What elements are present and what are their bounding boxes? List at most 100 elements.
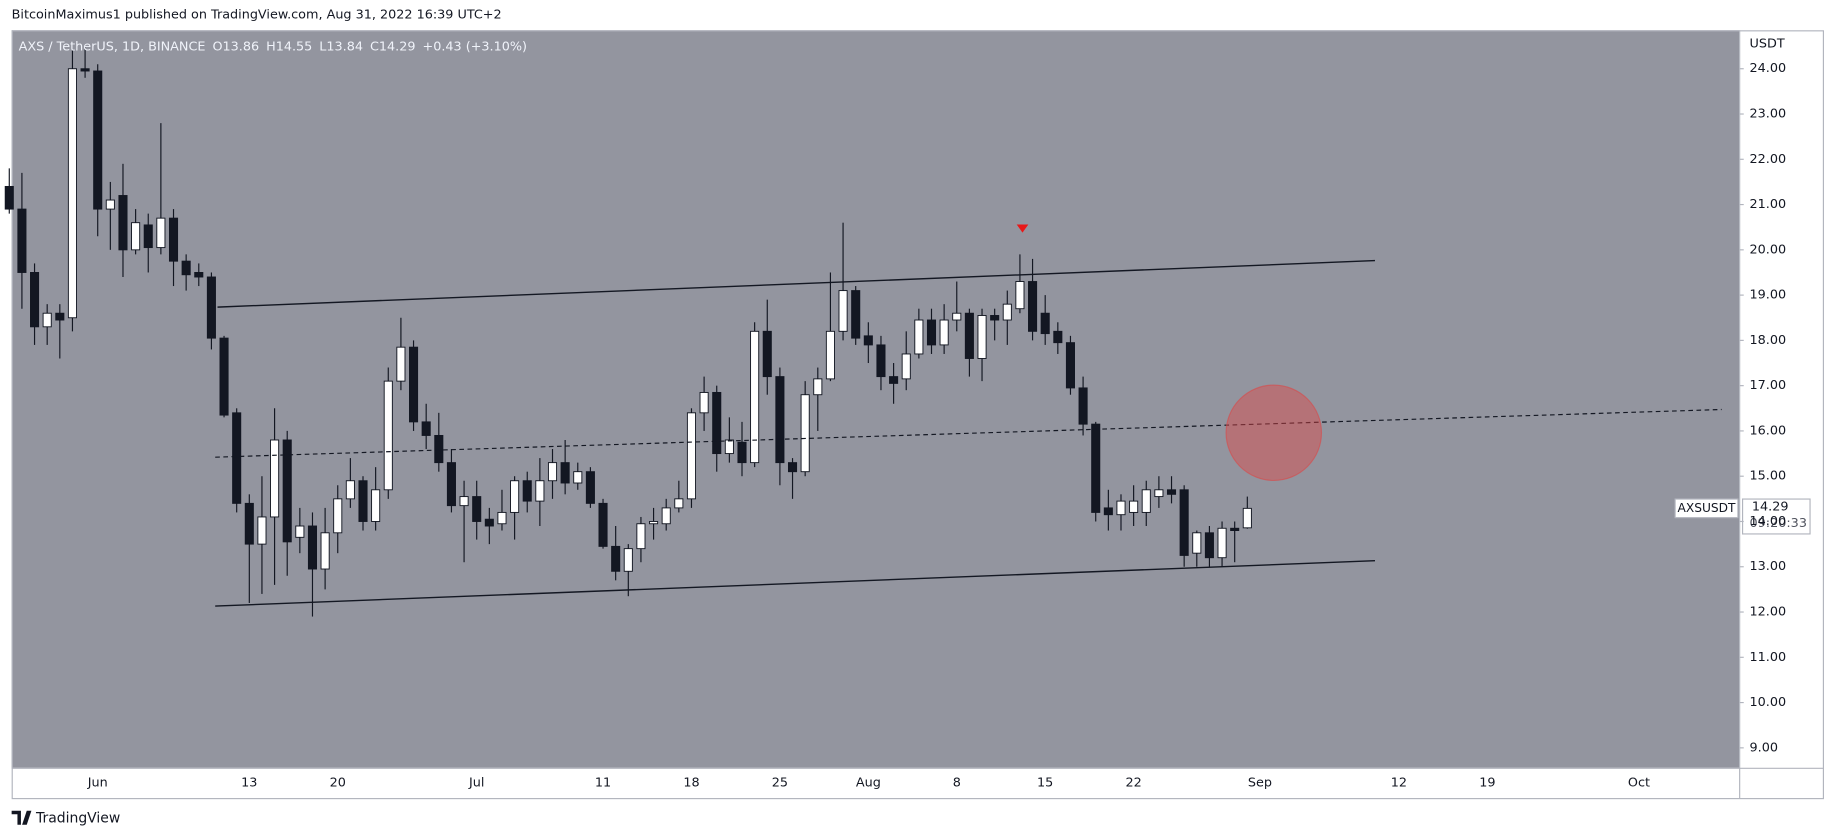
- candle-body: [282, 439, 292, 543]
- x-tick-label: 19: [1479, 775, 1495, 790]
- candle-body: [674, 498, 684, 509]
- candle-body: [926, 319, 937, 346]
- last-price-box: [1741, 498, 1811, 535]
- candle-body: [611, 545, 621, 572]
- candle-body: [181, 260, 191, 276]
- candle-body: [876, 344, 886, 378]
- legend-c-value: 14.29: [379, 39, 416, 54]
- x-tick-label: 25: [772, 775, 788, 790]
- candle-body: [1103, 507, 1113, 516]
- candle-body: [358, 480, 368, 522]
- candle-body: [1230, 527, 1240, 532]
- candle-body: [244, 502, 254, 545]
- y-tick-label: 22.00: [1750, 152, 1787, 167]
- candle-body: [775, 376, 785, 464]
- candle-body: [1204, 532, 1214, 559]
- candle-body: [257, 516, 267, 545]
- candle-body: [383, 380, 393, 491]
- candle-body: [510, 480, 520, 513]
- candle-body: [131, 222, 141, 251]
- candle-body: [333, 498, 343, 534]
- candle-body: [686, 412, 697, 500]
- candle-body: [750, 330, 760, 464]
- candle-body: [143, 224, 153, 249]
- candle-body: [168, 217, 179, 262]
- y-tick-label: 18.00: [1750, 333, 1787, 348]
- candle-body: [484, 518, 494, 527]
- candle-body: [219, 337, 229, 416]
- footer-brand: TradingView: [35, 810, 120, 826]
- y-tick-label: 11.00: [1750, 650, 1787, 665]
- candle-body: [1116, 500, 1126, 516]
- candle-body: [1166, 489, 1177, 495]
- candle-body: [661, 507, 671, 525]
- candle-body: [17, 208, 27, 273]
- x-tick-label: 22: [1125, 775, 1141, 790]
- y-tick-label: 17.00: [1750, 378, 1787, 393]
- publisher-line: BitcoinMaximus1 published on TradingView…: [12, 8, 502, 23]
- candle-body: [1028, 281, 1038, 332]
- candle-body: [762, 330, 772, 378]
- candle-body: [232, 412, 242, 504]
- ticker-box: [1674, 498, 1739, 519]
- candle-body: [964, 312, 974, 359]
- y-tick-label: 14.00: [1750, 514, 1787, 529]
- legend-change: +0.43 (+3.10%): [423, 39, 528, 54]
- legend-o-value: 13.86: [223, 39, 260, 54]
- candle-body: [446, 462, 456, 507]
- y-tick-label: 16.00: [1750, 423, 1787, 438]
- candle-body: [623, 548, 633, 572]
- candle-body: [1091, 423, 1101, 513]
- candle-body: [206, 276, 216, 339]
- candle-body: [838, 290, 848, 332]
- candle-body: [421, 421, 431, 436]
- candle-body: [295, 525, 305, 538]
- mid-trendline: [215, 408, 1722, 458]
- candle-body: [156, 217, 166, 249]
- y-tick-label: 15.00: [1750, 469, 1787, 484]
- legend-o: O: [212, 39, 222, 54]
- candle-body: [1065, 342, 1075, 389]
- x-tick-label: Sep: [1248, 775, 1272, 790]
- candle-body: [573, 471, 583, 484]
- legend-l: L: [319, 39, 327, 54]
- logo-mark: [11, 810, 32, 825]
- candle-body: [598, 502, 608, 547]
- candle-body: [1179, 489, 1189, 556]
- candle-body: [93, 70, 103, 210]
- candle-body: [42, 312, 52, 328]
- candle-body: [977, 315, 987, 359]
- lower-trendline: [215, 560, 1376, 607]
- candle-body: [194, 272, 204, 278]
- candle-body: [699, 391, 709, 414]
- y-tick-label: 21.00: [1750, 197, 1787, 212]
- candle-body: [1002, 303, 1012, 321]
- candle-body: [55, 312, 65, 321]
- legend-symbol: AXS / TetherUS, 1D, BINANCE: [19, 39, 206, 54]
- candle-body: [1040, 312, 1050, 335]
- candle-body: [901, 353, 911, 380]
- candle-body: [105, 199, 115, 210]
- legend-l-value: 13.84: [326, 39, 363, 54]
- x-tick-label: 8: [953, 775, 961, 790]
- candle-body: [800, 394, 810, 473]
- candles: [4, 46, 1252, 617]
- candle-body: [4, 185, 14, 210]
- y-tick-label: 13.00: [1750, 559, 1787, 574]
- candle-body: [1078, 387, 1088, 425]
- bar-countdown: 09:20:33: [1750, 516, 1807, 531]
- x-tick-label: Jun: [87, 775, 108, 790]
- y-tick-label: 23.00: [1750, 107, 1787, 122]
- candle-body: [636, 523, 646, 550]
- x-tick-label: Oct: [1628, 775, 1650, 790]
- y-tick-label: 10.00: [1750, 695, 1787, 710]
- x-tick-label: Jul: [468, 775, 484, 790]
- candle-body: [270, 439, 280, 518]
- plot-area: [11, 30, 1740, 768]
- candle-body: [307, 525, 318, 570]
- x-tick-label: 20: [330, 775, 346, 790]
- candle-body: [851, 290, 861, 339]
- candle-body: [585, 471, 595, 504]
- legend-h: H: [266, 39, 276, 54]
- candle-body: [787, 462, 798, 473]
